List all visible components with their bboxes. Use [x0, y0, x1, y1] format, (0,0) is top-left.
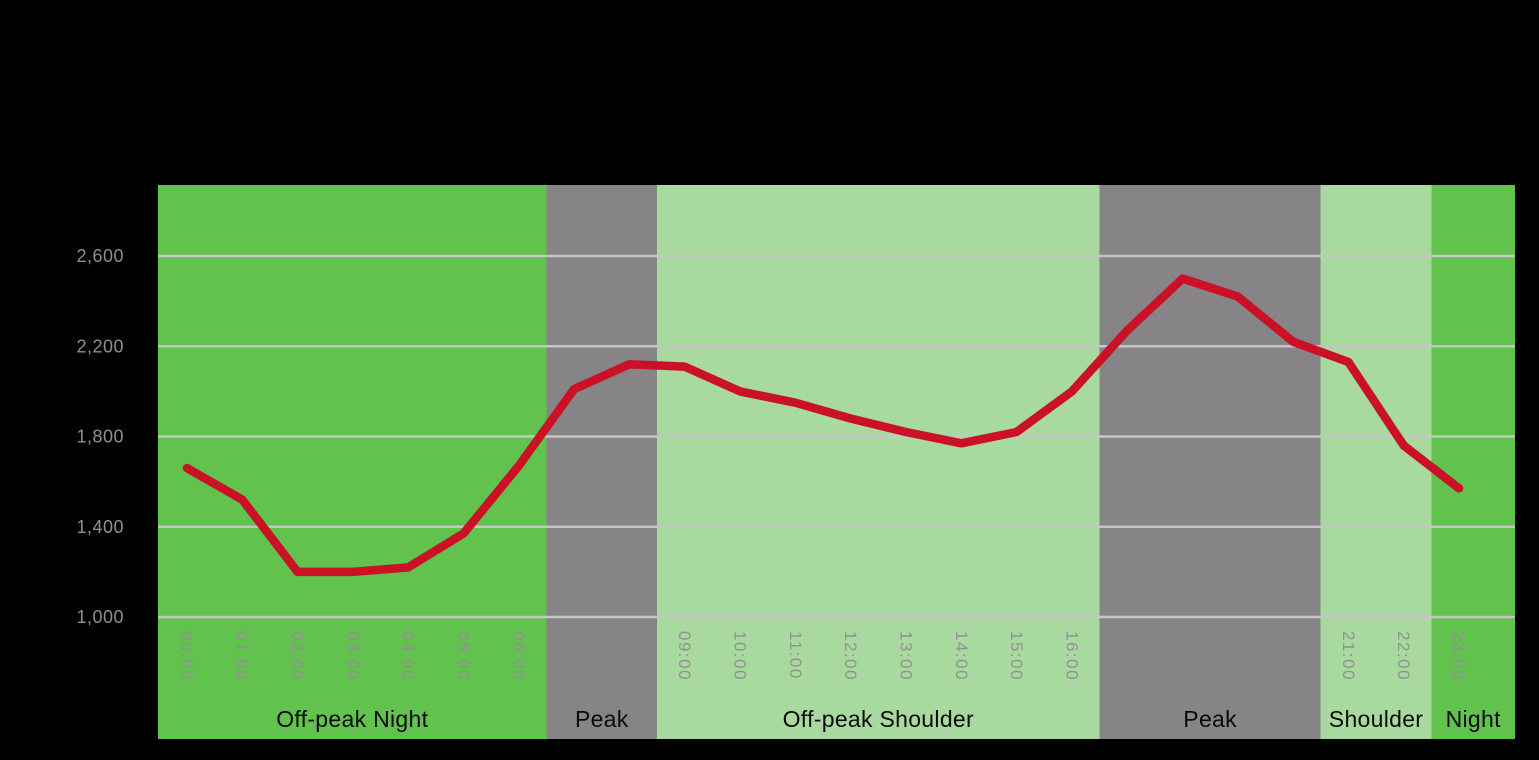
x-tick-label: 22:00: [1394, 631, 1413, 681]
x-tick-label: 02:00: [288, 631, 307, 681]
x-tick-label: 09:00: [675, 631, 694, 681]
band-label-shoulder: Shoulder: [1329, 706, 1424, 732]
y-tick-label: 2,600: [76, 246, 124, 266]
x-tick-label: 16:00: [1062, 631, 1081, 681]
x-tick-label: 00:00: [178, 631, 197, 681]
tariff-band-night: [1431, 185, 1515, 739]
x-tick-label: 01:00: [233, 631, 252, 681]
usage-line: [182, 274, 1464, 577]
x-tick-label: 15:00: [1007, 631, 1026, 681]
tariff-band-shoulder: [1320, 185, 1432, 739]
y-tick-label: 1,800: [76, 427, 124, 447]
x-tick-label: 04:00: [399, 631, 418, 681]
band-label-night: Night: [1446, 706, 1502, 732]
band-label-peak: Peak: [575, 706, 629, 732]
y-tick-label: 2,200: [76, 336, 124, 356]
x-tick-label: 21:00: [1339, 631, 1358, 681]
tariff-band-peak: [1099, 185, 1321, 739]
y-tick-label: 1,000: [76, 607, 124, 627]
x-tick-label: 11:00: [786, 631, 805, 680]
tariff-band-off-peak-night: [158, 185, 547, 739]
x-tick-label: 23:00: [1449, 631, 1468, 681]
band-label-off-peak-night: Off-peak Night: [276, 706, 428, 732]
tariff-band-peak: [546, 185, 658, 739]
x-tick-label: 03:00: [343, 631, 362, 681]
band-label-off-peak-shoulder: Off-peak Shoulder: [783, 706, 974, 732]
x-tick-label: 12:00: [841, 631, 860, 681]
tariff-band-off-peak-shoulder: [657, 185, 1100, 739]
x-tick-label: 05:00: [454, 631, 473, 681]
y-tick-label: 1,400: [76, 517, 124, 537]
x-tick-label: 14:00: [952, 631, 971, 681]
band-label-peak: Peak: [1183, 706, 1237, 732]
x-tick-label: 06:00: [509, 631, 528, 681]
x-tick-label: 13:00: [896, 631, 915, 681]
x-tick-label: 10:00: [731, 631, 750, 681]
